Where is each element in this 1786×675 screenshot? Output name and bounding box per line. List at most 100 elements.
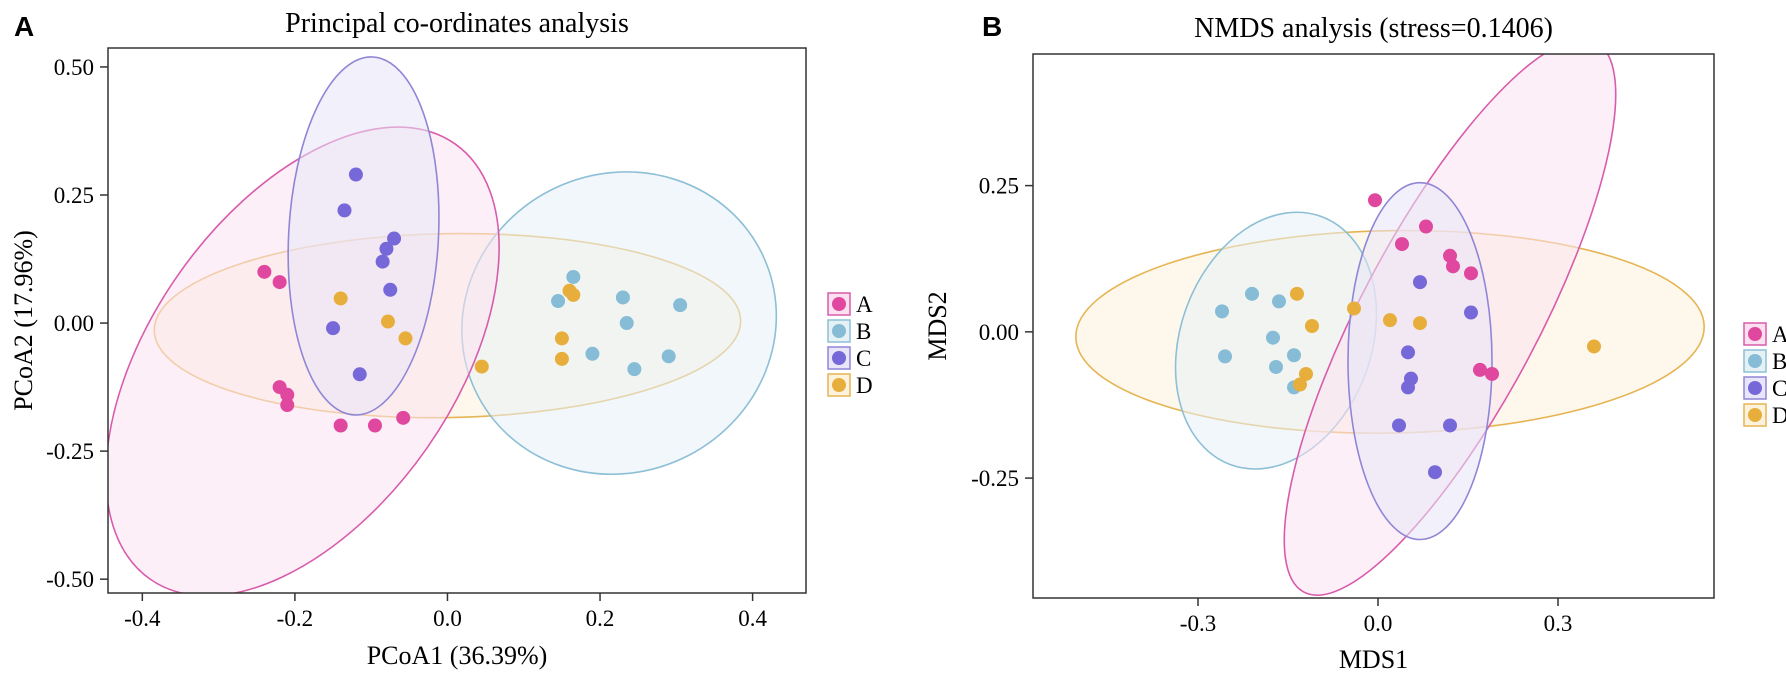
legend-item-b: B — [1743, 349, 1786, 374]
data-point-c — [1401, 345, 1415, 360]
legend-item-c: C — [827, 346, 871, 371]
data-point-a — [367, 418, 382, 433]
y-axis-label: PCoA2 (17.96%) — [9, 230, 38, 411]
data-point-c — [1413, 275, 1427, 290]
data-point-a — [272, 275, 287, 290]
legend-label: A — [1772, 322, 1786, 347]
x-tick-label: -0.3 — [1180, 611, 1216, 636]
data-point-d — [1347, 301, 1361, 316]
data-point-b — [627, 362, 642, 377]
data-point-b — [1287, 348, 1301, 363]
data-point-c — [1428, 465, 1442, 480]
legend-label: D — [856, 373, 873, 398]
data-point-d — [1587, 339, 1601, 354]
data-point-a — [333, 418, 348, 433]
data-point-c — [1401, 380, 1415, 395]
legend-item-a: A — [827, 292, 873, 317]
x-tick-label: -0.2 — [277, 606, 313, 631]
data-point-b — [1269, 359, 1283, 374]
data-point-c — [348, 167, 363, 182]
y-tick-label: 0.00 — [979, 320, 1019, 345]
legend-item-d: D — [827, 373, 873, 398]
data-point-d — [1305, 319, 1319, 333]
legend-marker — [1748, 381, 1762, 395]
legend-item-a: A — [1743, 322, 1786, 347]
legend-marker — [1748, 408, 1762, 422]
legend-item-b: B — [827, 319, 871, 344]
panel-a: A Principal co-ordinates analysis -0.4 -0.2… — [9, 8, 873, 670]
data-point-d — [566, 287, 581, 302]
confidence-ellipse-c — [1347, 181, 1493, 541]
y-tick-label: 0.00 — [54, 311, 94, 336]
data-point-d — [380, 314, 395, 329]
data-point-b — [1218, 349, 1232, 364]
y-tick-label: -0.25 — [46, 439, 94, 464]
plot-frame — [107, 47, 807, 594]
y-tick-label: -0.50 — [46, 567, 94, 592]
data-point-c — [337, 203, 352, 218]
data-point-b — [566, 269, 581, 284]
legend-label: A — [856, 292, 873, 317]
data-point-a — [1395, 237, 1409, 252]
x-tick-label: 0.4 — [738, 606, 767, 631]
data-point-c — [387, 231, 402, 246]
data-point-b — [551, 294, 566, 309]
x-axis-label: MDS1 — [1339, 645, 1408, 674]
data-point-c — [379, 241, 394, 256]
data-point-d — [474, 359, 489, 374]
x-tick-label: 0.2 — [586, 606, 615, 631]
plot-frame — [1032, 53, 1715, 599]
legend-label: B — [1772, 349, 1786, 374]
legend-label: D — [1772, 403, 1786, 428]
panel-b: B NMDS analysis (stress=0.1406) -0.3 0.0 0.3… — [923, 11, 1786, 674]
data-point-d — [1293, 377, 1307, 392]
legend-label: C — [856, 346, 871, 371]
chart-title: Principal co-ordinates analysis — [285, 8, 629, 39]
data-point-c — [383, 282, 398, 297]
legend-marker — [832, 378, 846, 392]
data-point-d — [1413, 316, 1427, 331]
data-point-a — [1443, 248, 1457, 263]
data-point-a — [1485, 366, 1499, 381]
legend-marker — [832, 324, 846, 338]
data-point-a — [257, 264, 272, 279]
chart-title: NMDS analysis (stress=0.1406) — [1194, 13, 1553, 44]
x-axis-label: PCoA1 (36.39%) — [367, 641, 548, 670]
y-tick-label: -0.25 — [971, 466, 1019, 491]
legend-item-d: D — [1743, 403, 1786, 428]
data-point-c — [1464, 305, 1478, 320]
data-point-c — [352, 367, 367, 382]
legend-item-c: C — [1743, 376, 1786, 401]
confidence-ellipse-c — [287, 56, 440, 416]
confidence-ellipse-b — [461, 171, 778, 476]
data-point-d — [1290, 286, 1304, 301]
data-point-c — [326, 321, 341, 336]
data-point-b — [673, 298, 688, 313]
data-point-b — [1245, 286, 1259, 301]
x-tick-label: -0.4 — [124, 606, 161, 631]
data-point-b — [615, 290, 630, 305]
data-point-b — [661, 349, 676, 364]
y-tick-label: 0.25 — [54, 183, 94, 208]
data-point-a — [1368, 193, 1382, 208]
y-axis-label: MDS2 — [923, 291, 952, 360]
data-point-c — [1443, 418, 1457, 433]
data-point-b — [1272, 294, 1286, 309]
data-point-b — [585, 346, 600, 361]
data-point-d — [398, 331, 413, 346]
data-point-a — [280, 398, 295, 413]
data-point-a — [1473, 362, 1487, 377]
data-point-b — [619, 316, 634, 331]
legend-marker — [832, 297, 846, 311]
legend-label: C — [1772, 376, 1786, 401]
data-point-c — [1392, 418, 1406, 433]
data-point-d — [333, 291, 348, 306]
panel-letter: B — [982, 11, 1002, 42]
legend-marker — [1748, 327, 1762, 341]
data-point-b — [1266, 330, 1280, 345]
y-tick-label: 0.50 — [54, 55, 94, 80]
legend-marker — [1748, 354, 1762, 368]
data-point-a — [1446, 259, 1460, 274]
